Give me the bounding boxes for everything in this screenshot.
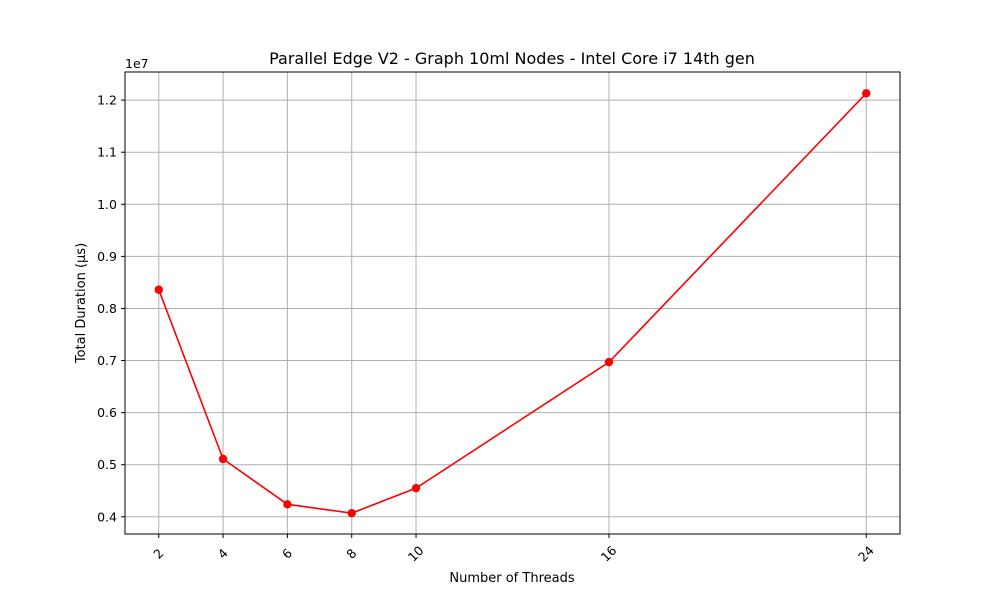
grid-layer <box>125 72 900 534</box>
data-point <box>218 454 228 464</box>
y-tick-label: 0.9 <box>97 249 117 264</box>
y-tick-label: 0.5 <box>97 457 117 472</box>
y-axis-label: Total Duration (µs) <box>74 243 89 364</box>
y-tick-label: 0.6 <box>97 405 117 420</box>
y-tick-label: 0.4 <box>97 509 117 524</box>
data-point <box>154 285 163 294</box>
data-point <box>283 500 292 509</box>
data-point <box>347 508 356 518</box>
data-point <box>862 89 871 98</box>
data-point <box>411 483 421 493</box>
y-tick-label: 1.1 <box>97 145 117 160</box>
y-tick-label: 0.8 <box>97 301 117 316</box>
data-point <box>604 357 614 367</box>
chart-title: Parallel Edge V2 - Graph 10ml Nodes - In… <box>269 49 755 68</box>
plot-frame <box>124 71 901 535</box>
y-tick-label: 1.2 <box>97 93 117 108</box>
y-tick-label: 0.7 <box>97 353 117 368</box>
y-axis-multiplier: 1e7 <box>125 56 149 71</box>
x-axis-label: Number of Threads <box>449 571 574 586</box>
axes-layer: 2 4 6 8 10 16 240.40.50.60.70.80.91.01.11.2 <box>97 71 901 565</box>
y-tick-label: 1.0 <box>97 197 117 212</box>
series-layer <box>154 89 871 518</box>
